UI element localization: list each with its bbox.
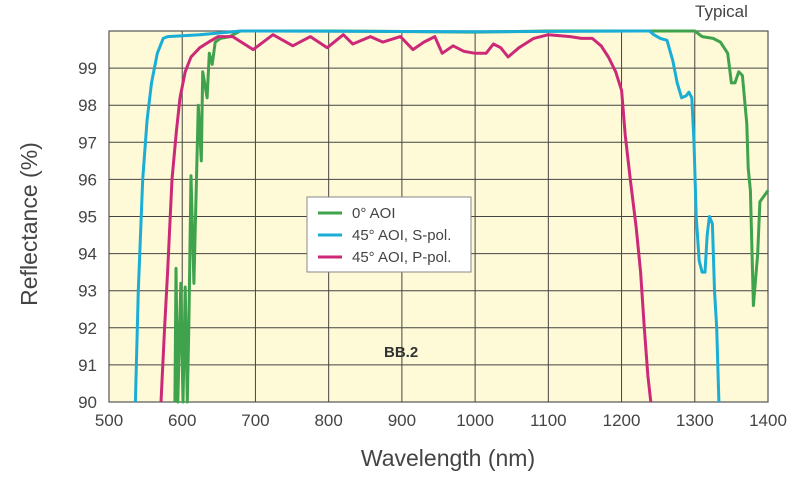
y-tick-label: 98 <box>78 96 97 115</box>
tick-labels: 500 600 700 800 900 1000 1100 1200 1300 1400 90 91 9… <box>78 59 787 430</box>
x-tick-label: 600 <box>168 411 196 430</box>
x-tick-label: 1300 <box>676 411 714 430</box>
x-tick-label: 900 <box>388 411 416 430</box>
y-tick-label: 96 <box>78 170 97 189</box>
series-line-1 <box>133 29 721 403</box>
y-tick-label: 94 <box>78 245 97 264</box>
x-tick-label: 1400 <box>749 411 787 430</box>
y-tick-label: 99 <box>78 59 97 78</box>
x-tick-label: 1100 <box>530 411 567 430</box>
y-axis-label: Reflectance (%) <box>16 142 42 306</box>
corner-label: Typical <box>695 2 748 21</box>
series-line-2 <box>159 33 653 403</box>
x-tick-label: 700 <box>241 411 269 430</box>
legend-label: 45° AOI, P-pol. <box>352 249 451 266</box>
legend: 0° AOI 45° AOI, S-pol. 45° AOI, P-pol. <box>306 196 472 273</box>
series-group <box>133 29 770 404</box>
legend-label: 0° AOI <box>352 205 396 222</box>
x-tick-label: 1200 <box>603 411 641 430</box>
x-tick-label: 1000 <box>456 411 494 430</box>
y-tick-label: 91 <box>78 356 97 375</box>
y-tick-label: 97 <box>78 133 97 152</box>
y-tick-label: 92 <box>78 319 97 338</box>
y-tick-label: 93 <box>78 282 97 301</box>
x-axis-label: Wavelength (nm) <box>361 445 535 471</box>
x-tick-label: 800 <box>314 411 342 430</box>
y-tick-label: 95 <box>78 208 97 227</box>
legend-label: 45° AOI, S-pol. <box>352 227 451 244</box>
x-tick-label: 500 <box>95 411 123 430</box>
chart-annotation: BB.2 <box>384 344 418 361</box>
y-tick-label: 90 <box>78 393 97 412</box>
